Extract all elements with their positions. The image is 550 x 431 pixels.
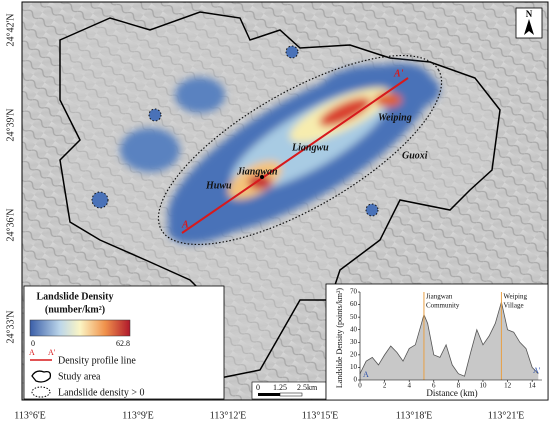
scale-bar: 0 1.25 2.5 km <box>251 381 327 400</box>
annotation-text: Community <box>426 302 460 310</box>
legend-box <box>23 285 225 400</box>
y-tick-label: 40 <box>350 325 358 333</box>
colorbar <box>29 319 131 337</box>
lon-label: 113°15'E <box>302 410 339 421</box>
y-tick-label: 20 <box>350 350 358 358</box>
longitude-labels: 113°6'E 113°9'E 113°12'E 113°15'E 113°18… <box>14 410 524 421</box>
end-label: A' <box>533 366 541 375</box>
lon-label: 113°9'E <box>122 410 154 421</box>
legend-item: Density profile line <box>58 355 136 366</box>
end-label: A <box>363 370 369 379</box>
scale-label: 1.25 <box>273 383 287 392</box>
profile-line <box>181 77 409 234</box>
north-arrow: N <box>515 7 543 39</box>
lon-label: 113°6'E <box>14 410 46 421</box>
x-axis-label: Distance (km) <box>426 388 477 398</box>
y-tick-label: 10 <box>350 363 358 371</box>
place-label: Weiping <box>378 112 412 123</box>
legend-item: Study area <box>58 371 101 382</box>
x-tick-label: 10 <box>479 382 487 390</box>
x-tick-label: 8 <box>457 382 461 390</box>
legend-title: Landslide Density <box>37 291 114 302</box>
profile-line <box>359 301 539 377</box>
lat-label: 24°33'N <box>5 310 16 343</box>
y-tick-label: 60 <box>350 300 358 308</box>
place-label: Huwu <box>205 180 232 191</box>
legend-a-prime: A' <box>48 348 56 357</box>
legend-item: Landslide density > 0 <box>58 387 144 398</box>
lon-label: 113°18'E <box>396 410 433 421</box>
y-tick-label: 30 <box>350 338 358 346</box>
svg-text:N: N <box>526 9 533 19</box>
y-axis-label: Landslide Density (points/km²) <box>335 288 344 389</box>
colorbar-min: 0 <box>31 339 35 348</box>
x-tick-label: 6 <box>432 382 436 390</box>
legend-title: (number/km²) <box>45 304 105 315</box>
lat-label: 24°42'N <box>5 13 16 46</box>
place-marker <box>260 175 264 179</box>
lat-label: 24°39'N <box>5 108 16 141</box>
legend-density-symbol <box>31 386 51 398</box>
profile-end: A' <box>393 68 404 79</box>
x-tick-label: 14 <box>529 382 537 390</box>
annotation-text: Jiangwan <box>426 293 453 301</box>
profile-start: A <box>181 219 189 230</box>
x-tick-label: 12 <box>504 382 512 390</box>
colorbar-max: 62.8 <box>116 339 130 348</box>
scale-unit: km <box>307 383 318 392</box>
y-tick-label: 70 <box>350 288 358 296</box>
legend-a: A <box>29 348 35 357</box>
lat-label: 24°36'N <box>5 208 16 241</box>
legend-study-symbol <box>31 370 52 383</box>
scale-label: 0 <box>256 383 260 392</box>
latitude-labels: 24°42'N 24°39'N 24°36'N 24°33'N <box>5 13 16 343</box>
place-label: Liangwu <box>291 142 329 153</box>
lon-label: 113°12'E <box>210 410 247 421</box>
lon-label: 113°21'E <box>488 410 525 421</box>
x-tick-label: 0 <box>358 382 362 390</box>
annotation-text: Village <box>503 302 523 310</box>
place-label: Jiangwan <box>236 166 278 177</box>
x-tick-label: 4 <box>407 382 411 390</box>
annotation-text: Weiping <box>503 293 527 301</box>
legend: Landslide Density (number/km²) 0 62.8 A … <box>23 285 225 400</box>
x-tick-label: 2 <box>383 382 387 390</box>
y-tick-label: 0 <box>354 376 358 384</box>
y-tick-label: 50 <box>350 313 358 321</box>
place-label: Guoxi <box>402 150 428 161</box>
scale-label: 2.5 <box>297 383 307 392</box>
area-fill <box>360 302 539 380</box>
